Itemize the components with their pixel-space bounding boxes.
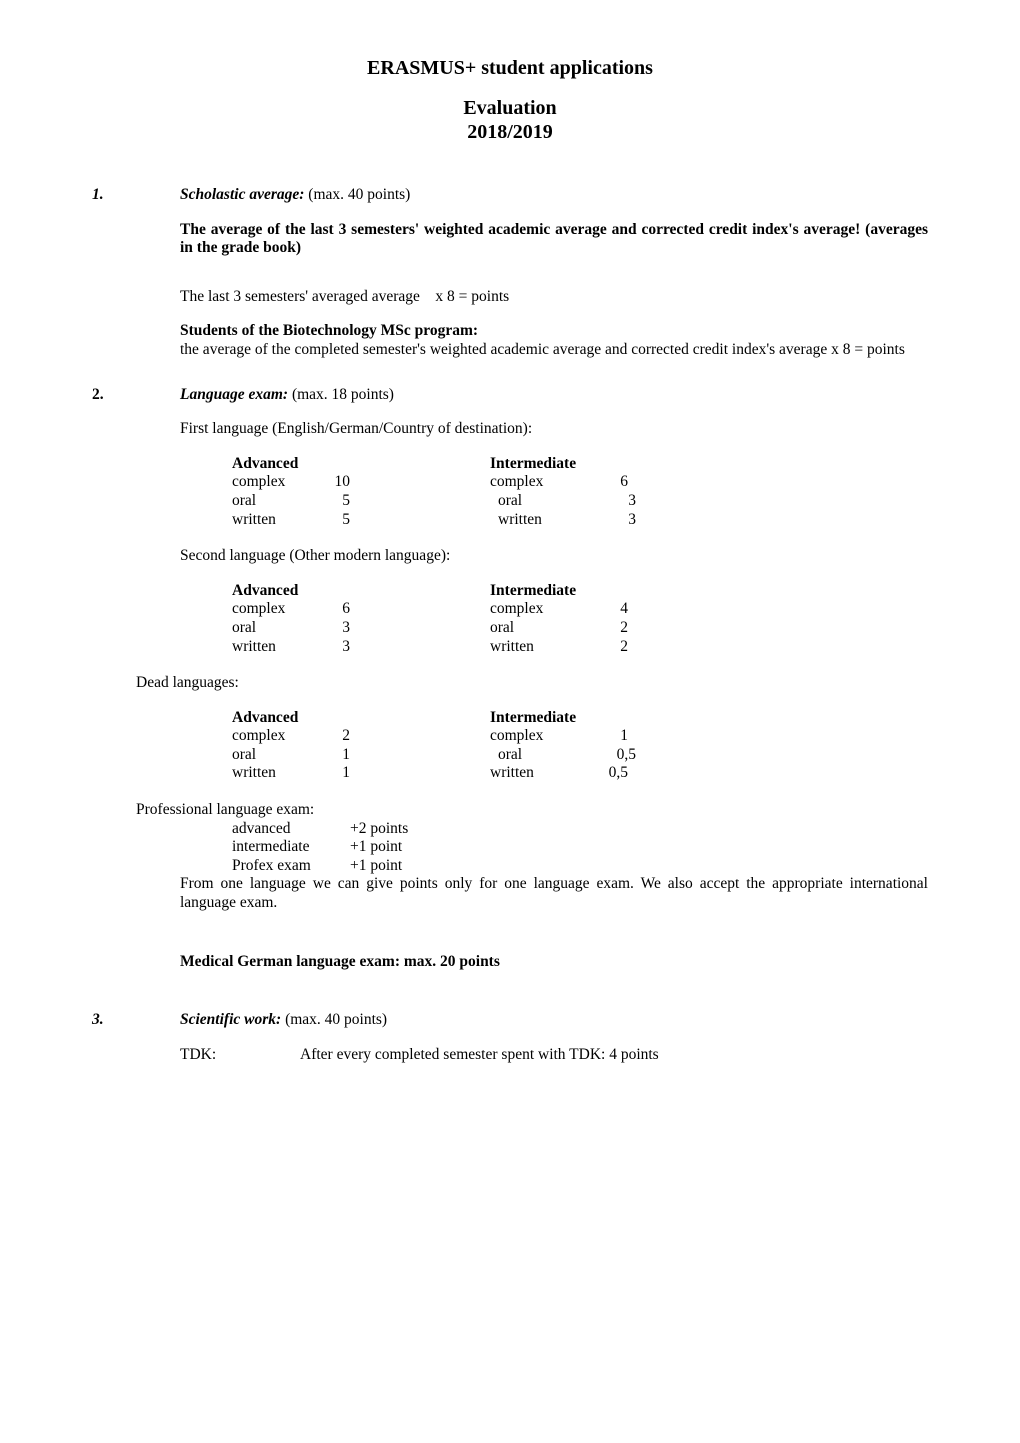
dead-adv-complex-val: 2 — [310, 727, 350, 746]
first-int-complex-val: 6 — [568, 473, 628, 492]
section-1-max: (max. 40 points) — [304, 186, 410, 203]
prof-exam-table: advanced+2 points intermediate+1 point P… — [232, 820, 928, 876]
dead-int-complex-val: 1 — [568, 727, 628, 746]
second-adv-oral-label: oral — [232, 619, 310, 638]
section-1-p1: The average of the last 3 semesters' wei… — [180, 221, 928, 258]
second-int-complex-val: 4 — [568, 600, 628, 619]
page-title-year: 2018/2019 — [92, 120, 928, 144]
dead-languages-title: Dead languages: — [136, 674, 928, 693]
first-int-written-val: 3 — [576, 511, 636, 530]
prof-advanced-pts: +2 points — [350, 820, 408, 839]
dead-int-oral-label: oral — [490, 746, 576, 765]
second-adv-written-val: 3 — [310, 638, 350, 657]
second-language-table: Advanced complex6 oral3 written3 Interme… — [232, 582, 928, 656]
section-2-heading: Language exam: — [180, 386, 288, 403]
prof-intermediate-label: intermediate — [232, 838, 350, 857]
dead-adv-oral-label: oral — [232, 746, 310, 765]
section-1-number: 1. — [92, 186, 180, 205]
section-language: 2. Language exam: (max. 18 points) First… — [92, 386, 928, 972]
dead-adv-oral-val: 1 — [310, 746, 350, 765]
tdk-row: TDK: After every completed semester spen… — [180, 1046, 928, 1065]
first-adv-oral-label: oral — [232, 492, 310, 511]
section-1-p3-body: the average of the completed semester's … — [180, 341, 928, 360]
prof-profex-label: Profex exam — [232, 857, 350, 876]
first-language-table: Advanced complex10 oral5 written5 Interm… — [232, 455, 928, 529]
second-int-oral-label: oral — [490, 619, 568, 638]
dead-adv-written-label: written — [232, 764, 310, 783]
dead-languages-table: Advanced complex2 oral1 written1 Interme… — [232, 709, 928, 783]
dead-adv-written-val: 1 — [310, 764, 350, 783]
dead-int-complex-label: complex — [490, 727, 568, 746]
first-language-title: First language (English/German/Country o… — [180, 420, 928, 439]
second-adv-head: Advanced — [232, 582, 412, 601]
dead-adv-complex-label: complex — [232, 727, 310, 746]
medical-german-max: Medical German language exam: max. 20 po… — [180, 953, 928, 972]
second-language-title: Second language (Other modern language): — [180, 547, 928, 566]
first-adv-written-label: written — [232, 511, 310, 530]
dead-int-written-label: written — [490, 764, 568, 783]
first-int-oral-label: oral — [490, 492, 576, 511]
second-int-written-label: written — [490, 638, 568, 657]
first-adv-complex-label: complex — [232, 473, 310, 492]
tdk-text: After every completed semester spent wit… — [300, 1046, 659, 1065]
tdk-label: TDK: — [180, 1046, 300, 1065]
prof-profex-pts: +1 point — [350, 857, 402, 876]
second-int-written-val: 2 — [568, 638, 628, 657]
first-adv-head: Advanced — [232, 455, 412, 474]
dead-int-oral-val: 0,5 — [576, 746, 636, 765]
section-3-heading: Scientific work: — [180, 1011, 281, 1028]
section-1-heading: Scholastic average: — [180, 186, 304, 203]
dead-int-head: Intermediate — [490, 709, 690, 728]
section-2-max: (max. 18 points) — [288, 386, 394, 403]
section-1-p3-title: Students of the Biotechnology MSc progra… — [180, 322, 928, 341]
dead-int-written-val: 0,5 — [568, 764, 628, 783]
first-adv-oral-val: 5 — [310, 492, 350, 511]
prof-exam-title: Professional language exam: — [136, 801, 928, 820]
page-title-main: ERASMUS+ student applications — [92, 56, 928, 80]
section-scholastic: 1. Scholastic average: (max. 40 points) … — [92, 186, 928, 360]
section-3-number: 3. — [92, 1011, 180, 1030]
first-int-oral-val: 3 — [576, 492, 636, 511]
first-adv-complex-val: 10 — [310, 473, 350, 492]
section-1-p3: Students of the Biotechnology MSc progra… — [180, 322, 928, 359]
prof-advanced-label: advanced — [232, 820, 350, 839]
second-adv-oral-val: 3 — [310, 619, 350, 638]
second-int-complex-label: complex — [490, 600, 568, 619]
first-int-complex-label: complex — [490, 473, 568, 492]
second-adv-written-label: written — [232, 638, 310, 657]
section-1-p2: The last 3 semesters' averaged average x… — [180, 288, 928, 307]
second-int-oral-val: 2 — [568, 619, 628, 638]
second-int-head: Intermediate — [490, 582, 690, 601]
first-int-head: Intermediate — [490, 455, 690, 474]
dead-adv-head: Advanced — [232, 709, 412, 728]
section-3-max: (max. 40 points) — [281, 1011, 387, 1028]
prof-intermediate-pts: +1 point — [350, 838, 402, 857]
prof-exam-note: From one language we can give points onl… — [180, 875, 928, 912]
section-scientific: 3. Scientific work: (max. 40 points) TDK… — [92, 1011, 928, 1064]
second-adv-complex-label: complex — [232, 600, 310, 619]
section-2-number: 2. — [92, 386, 180, 405]
first-int-written-label: written — [490, 511, 576, 530]
page-title-sub: Evaluation — [92, 96, 928, 120]
second-adv-complex-val: 6 — [310, 600, 350, 619]
first-adv-written-val: 5 — [310, 511, 350, 530]
